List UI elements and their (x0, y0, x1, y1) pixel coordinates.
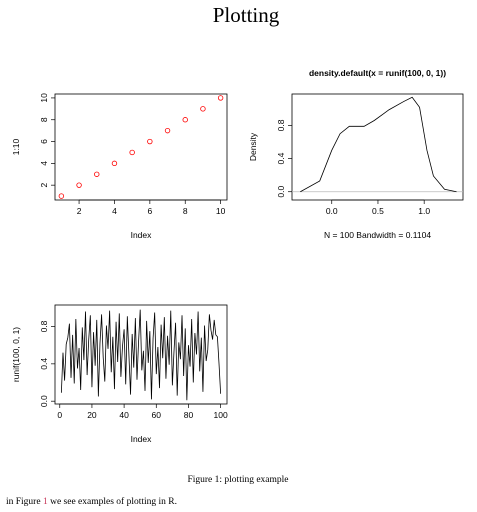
x-tick-label: 6 (147, 206, 152, 216)
y-tick-label: 0.0 (276, 186, 286, 198)
x-tick-label: 40 (119, 410, 129, 420)
point (217, 95, 224, 101)
figure-caption: Figure 1: plotting example (187, 475, 288, 485)
point (76, 182, 82, 188)
x-tick-label: 100 (214, 410, 228, 420)
point (147, 138, 153, 145)
y-axis-label: runif(100, 0, 1) (11, 327, 21, 382)
x-tick-label: 20 (87, 410, 97, 420)
y-tick-label: 0.8 (276, 119, 286, 131)
x-axis-label: Index (131, 434, 153, 444)
y-tick-label: 0.4 (276, 152, 286, 164)
y-axis-label: 1:10 (11, 138, 21, 155)
y-tick-label: 4 (39, 161, 49, 166)
y-tick-label: 2 (39, 183, 49, 188)
x-tick-label: 0 (57, 410, 62, 420)
point (94, 171, 100, 177)
point (182, 117, 188, 123)
plot-box (291, 93, 464, 201)
x-tick-label: 10 (216, 206, 226, 216)
x-axis-label: N = 100 Bandwidth = 0.1104 (324, 230, 431, 240)
line (60, 309, 222, 401)
page-title: Plotting (213, 3, 280, 27)
x-tick-label: 4 (112, 206, 117, 216)
body-text-start: in Figure (6, 497, 41, 507)
body-text: in Figure 1 we see examples of plotting … (6, 496, 177, 507)
x-tick-label: 2 (77, 206, 82, 216)
point (58, 193, 65, 199)
point (129, 149, 135, 156)
figure-ref[interactable]: 1 (43, 497, 48, 507)
x-axis-label: Index (131, 230, 153, 240)
chart-title: density.default(x = runif(100, 0, 1)) (309, 68, 446, 78)
y-tick-label: 6 (39, 139, 49, 144)
x-tick-label: 0.0 (326, 206, 338, 216)
point (164, 127, 171, 134)
point (200, 106, 206, 112)
y-tick-label: 0.4 (39, 358, 49, 370)
point (111, 160, 118, 167)
line (300, 96, 457, 193)
x-tick-label: 1.0 (418, 206, 430, 216)
x-tick-label: 60 (152, 410, 162, 420)
y-tick-label: 0.0 (39, 395, 49, 407)
y-tick-label: 10 (39, 93, 49, 103)
body-text-end: we see examples of plotting in R. (50, 496, 177, 507)
x-tick-label: 0.5 (372, 206, 384, 216)
y-tick-label: 8 (39, 117, 49, 122)
y-tick-label: 0.8 (39, 320, 49, 332)
x-tick-label: 80 (184, 410, 194, 420)
x-tick-label: 8 (183, 206, 188, 216)
y-axis-label: Density (248, 132, 258, 161)
